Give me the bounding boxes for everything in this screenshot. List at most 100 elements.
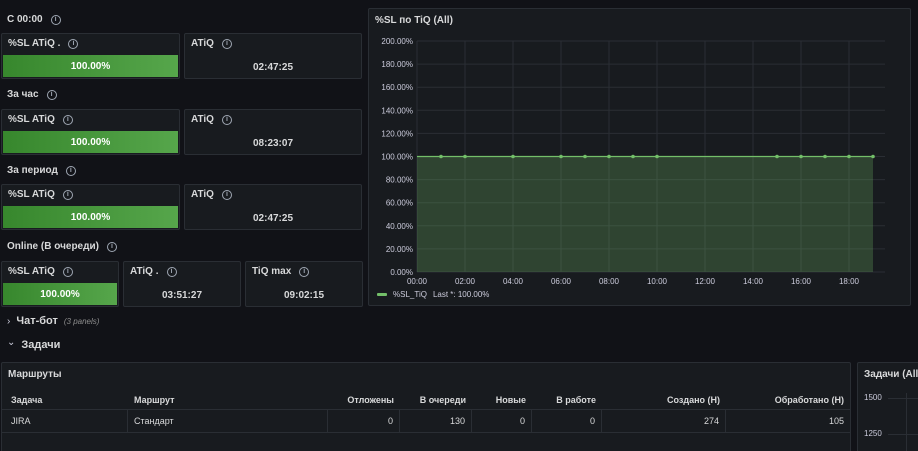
cell-in-queue: 130 — [400, 410, 472, 432]
gauge-value: 100.00% — [40, 288, 80, 300]
info-icon[interactable]: i — [46, 89, 57, 100]
stat-value: 08:23:07 — [252, 138, 294, 149]
panel-title-label: ATiQ — [191, 38, 214, 49]
legend-swatch — [377, 293, 387, 296]
info-icon[interactable]: i — [166, 266, 177, 277]
panel-title-label: Маршруты — [8, 369, 62, 380]
stat-panel-sl-online: %SL ATiQ i 100.00% — [1, 261, 119, 307]
stat-value: 09:02:15 — [283, 290, 325, 301]
data-point — [439, 154, 443, 159]
panel-title-label: %SL ATiQ — [8, 189, 55, 200]
column-header-postponed[interactable]: Отложены — [347, 394, 394, 405]
info-icon[interactable]: i — [62, 114, 73, 125]
panel-title-label: TiQ max — [252, 266, 292, 277]
stat-value: 02:47:25 — [252, 213, 294, 224]
y-tick-label: 80.00% — [386, 176, 413, 185]
x-tick-label: 02:00 — [455, 277, 476, 286]
panel-title[interactable]: ATiQ i — [191, 189, 232, 200]
data-point — [463, 154, 467, 159]
x-tick-label: 10:00 — [647, 277, 668, 286]
y-tick-label: 140.00% — [381, 106, 413, 115]
row-tasks[interactable]: ⌄ Задачи — [7, 337, 61, 351]
column-header-created[interactable]: Создано (Н) — [667, 394, 720, 405]
panel-title[interactable]: ATiQ i — [191, 38, 232, 49]
chart-legend[interactable]: %SL_TiQ Last *: 100.00% — [377, 290, 489, 299]
row-chatbot[interactable]: › Чат-бот (3 panels) — [7, 315, 99, 327]
y-tick-label: 20.00% — [386, 245, 413, 254]
x-tick-label: 06:00 — [551, 277, 572, 286]
column-header-processed[interactable]: Обработано (Н) — [774, 394, 844, 405]
panel-title-label: %SL по TiQ (All) — [375, 15, 453, 26]
panel-title[interactable]: %SL ATiQ . i — [8, 38, 79, 49]
stat-panel-sl-period: %SL ATiQ i 100.00% — [1, 184, 180, 230]
info-icon[interactable]: i — [65, 165, 76, 176]
data-point — [511, 154, 515, 159]
grid-line — [906, 393, 907, 451]
info-icon[interactable]: i — [299, 266, 310, 277]
chevron-down-icon[interactable]: ⌄ — [7, 337, 16, 348]
gauge-value: 100.00% — [70, 136, 111, 148]
gauge-value: 100.00% — [70, 60, 111, 72]
info-icon[interactable]: i — [221, 114, 232, 125]
series-area — [417, 156, 873, 272]
y-tick-label: 1500 — [864, 393, 882, 402]
panel-title[interactable]: Задачи (All) — [864, 369, 918, 380]
stat-panel-atiq-midnight: ATiQ i 02:47:25 — [184, 33, 362, 79]
row-title[interactable]: Чат-бот — [16, 315, 58, 327]
panel-title[interactable]: %SL по TiQ (All) — [375, 15, 453, 26]
sl-gauge-bar: 100.00% — [3, 283, 117, 305]
panel-title[interactable]: ATiQ i — [191, 114, 232, 125]
info-icon[interactable]: i — [106, 241, 117, 252]
sl-tiq-chart[interactable]: 0.00% 20.00% 40.00% 60.00% 80.00% 100.00% 120.… — [369, 9, 910, 305]
data-point — [607, 154, 611, 159]
section-title-since-midnight: С 00:00 i — [7, 14, 61, 25]
stat-value: 02:47:25 — [252, 62, 294, 73]
row-panel-count: (3 panels) — [63, 317, 100, 326]
column-header-in-progress[interactable]: В работе — [556, 394, 596, 405]
info-icon[interactable]: i — [50, 14, 61, 25]
panel-title[interactable]: TiQ max i — [252, 266, 310, 277]
y-tick-label: 200.00% — [381, 37, 413, 46]
panel-title[interactable]: Маршруты — [8, 369, 62, 380]
info-icon[interactable]: i — [68, 38, 79, 49]
sl-gauge-bar: 100.00% — [3, 131, 178, 153]
data-point — [655, 154, 659, 159]
panel-title[interactable]: ATiQ . i — [130, 266, 177, 277]
graph-panel-sl-tiq: %SL по TiQ (All) 0.00% 20.00% 40.00% 60.00%… — [368, 8, 911, 306]
info-icon[interactable]: i — [221, 38, 232, 49]
info-icon[interactable]: i — [62, 266, 73, 277]
column-header-new[interactable]: Новые — [495, 394, 526, 405]
panel-title-label: %SL ATiQ — [8, 114, 55, 125]
data-point — [847, 154, 851, 159]
panel-title[interactable]: %SL ATiQ i — [8, 114, 73, 125]
column-header-route[interactable]: Маршрут — [134, 394, 175, 405]
gauge-value: 100.00% — [70, 211, 111, 223]
panel-title[interactable]: %SL ATiQ i — [8, 266, 73, 277]
cell-processed: 105 — [828, 416, 844, 426]
panel-title[interactable]: %SL ATiQ i — [8, 189, 73, 200]
chevron-right-icon[interactable]: › — [7, 316, 11, 327]
y-tick-label: 0.00% — [390, 268, 413, 277]
info-icon[interactable]: i — [62, 189, 73, 200]
data-point — [775, 154, 779, 159]
column-header-in-queue[interactable]: В очереди — [419, 394, 466, 405]
data-point — [799, 154, 803, 159]
section-title-per-hour: За час i — [7, 89, 57, 100]
legend-last-value: Last *: 100.00% — [432, 290, 490, 299]
panel-title-label: %SL ATiQ — [8, 266, 55, 277]
row-title[interactable]: Задачи — [21, 339, 61, 351]
data-point — [871, 154, 875, 159]
stat-panel-sl-midnight: %SL ATiQ . i 100.00% — [1, 33, 180, 79]
panel-title-label: ATiQ — [191, 189, 214, 200]
x-tick-label: 16:00 — [791, 277, 812, 286]
stat-panel-tiq-max: TiQ max i 09:02:15 — [245, 261, 363, 307]
x-tick-label: 14:00 — [743, 277, 764, 286]
table-row[interactable]: JIRA Стандарт 0 130 0 0 274 105 — [2, 410, 850, 433]
sl-gauge-bar: 100.00% — [3, 206, 178, 228]
section-label: Online (В очереди) — [7, 241, 99, 252]
sl-gauge-bar: 100.00% — [3, 55, 178, 77]
column-header-task[interactable]: Задача — [11, 394, 43, 405]
info-icon[interactable]: i — [221, 189, 232, 200]
panel-title-label: ATiQ . — [130, 266, 159, 277]
x-tick-label: 04:00 — [503, 277, 524, 286]
